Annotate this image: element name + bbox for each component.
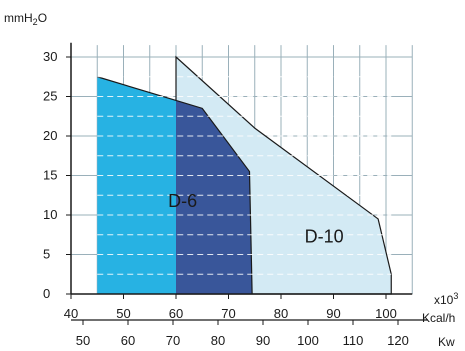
y-tick-label: 15 bbox=[43, 168, 57, 183]
x-tick-label: 70 bbox=[221, 306, 235, 321]
y-tick-label: 20 bbox=[43, 128, 57, 143]
kw-tick-label: 110 bbox=[343, 333, 364, 348]
x-tick-label: 80 bbox=[274, 306, 288, 321]
x-tick-label: 100 bbox=[375, 306, 397, 321]
region-label-d-6: D-6 bbox=[168, 191, 197, 211]
y-tick-label: 10 bbox=[43, 207, 57, 222]
kw-tick-label: 100 bbox=[297, 333, 319, 348]
x-multiplier-label: x103 bbox=[434, 291, 458, 307]
kw-tick-label: 120 bbox=[387, 333, 409, 348]
kw-unit-label: Kw bbox=[438, 335, 455, 349]
area-d6-outline bbox=[97, 76, 253, 295]
kw-tick-label: 60 bbox=[121, 333, 135, 348]
label-layer: mmH2O x103 Kcal/h Kw D-6 D-10 bbox=[4, 11, 458, 349]
x-tick-label: 60 bbox=[169, 306, 183, 321]
x-tick-label: 50 bbox=[116, 306, 130, 321]
kw-tick-label: 90 bbox=[256, 333, 270, 348]
region-label-d-10: D-10 bbox=[305, 227, 344, 247]
area-d6-segment bbox=[97, 76, 176, 294]
y-axis-label: mmH2O bbox=[4, 11, 47, 27]
y-tick-label: 25 bbox=[43, 89, 57, 104]
axis-layer: 0 5 10 15 20 25 30 40 50 60 70 80 90 100 50 60 70 80 90 100… bbox=[43, 42, 428, 348]
x-unit-label: Kcal/h bbox=[422, 311, 455, 325]
y-tick-label: 5 bbox=[43, 247, 50, 262]
kw-tick-label: 50 bbox=[76, 333, 90, 348]
x-tick-label: 40 bbox=[64, 306, 78, 321]
kw-tick-label: 80 bbox=[211, 333, 225, 348]
dashed-grid-layer bbox=[97, 76, 392, 275]
x-tick-label: 90 bbox=[326, 306, 340, 321]
kw-tick-label: 70 bbox=[166, 333, 180, 348]
area-d6-segment bbox=[176, 100, 253, 294]
y-tick-label: 0 bbox=[43, 286, 50, 301]
y-tick-label: 30 bbox=[43, 49, 57, 64]
